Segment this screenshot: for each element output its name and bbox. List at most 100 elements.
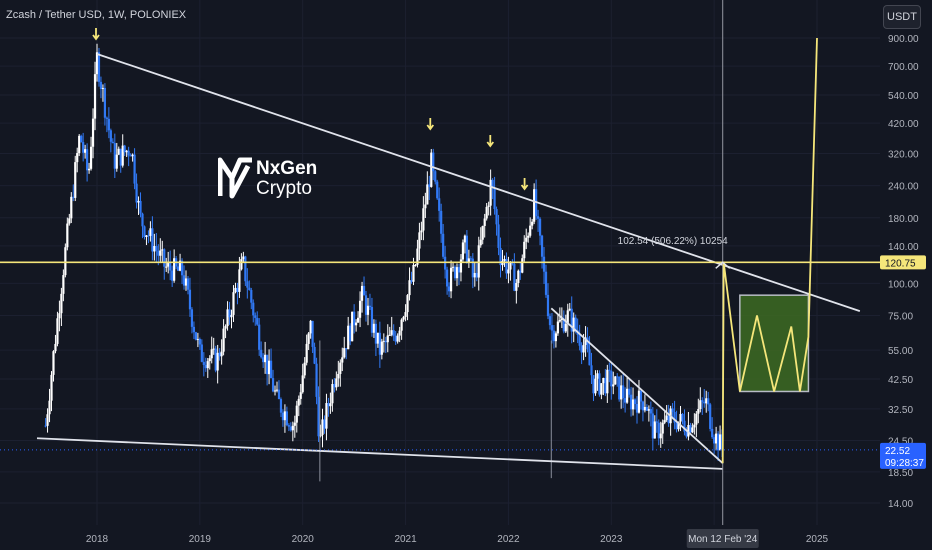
candle-body (252, 302, 255, 316)
candle-body (99, 81, 103, 89)
candle-body (242, 256, 245, 260)
candle-body (414, 264, 417, 266)
candle-body (612, 384, 615, 387)
candle-body (228, 309, 231, 318)
candle-body (566, 310, 569, 324)
candle-body (659, 433, 662, 439)
down-arrow-icon (486, 135, 495, 148)
candle-body (220, 351, 223, 357)
currency-button[interactable]: USDT (883, 5, 921, 29)
candle-body (182, 275, 186, 286)
candle-body (143, 226, 146, 237)
candle-body (105, 117, 108, 119)
candle-body (430, 152, 433, 187)
candle-body (616, 376, 619, 378)
candle-body (145, 235, 148, 237)
candle-body (548, 316, 552, 326)
candle-body (491, 179, 494, 188)
candle-body (196, 338, 199, 340)
candle-body (127, 150, 130, 156)
candle-body (586, 337, 589, 350)
candle-body (226, 309, 229, 327)
candle-body (434, 171, 437, 182)
candle-body (398, 330, 401, 336)
candle-body (558, 320, 561, 322)
candle-body (240, 259, 243, 270)
down-arrow-icon (92, 28, 100, 41)
candle-body (66, 223, 69, 248)
candle-body (699, 400, 702, 410)
candle-body (68, 218, 71, 224)
candle-body (473, 272, 476, 278)
candle-body (647, 409, 650, 411)
candle-body (505, 258, 508, 274)
y-tick-label: 420.00 (888, 119, 919, 130)
candle-body (598, 373, 601, 395)
x-tick-label: 2025 (806, 534, 829, 545)
candle-body (677, 421, 680, 430)
candle-body (554, 333, 558, 342)
price-axis: 900.00 700.00 540.00 420.00 320.00 240.00 180.… (880, 34, 926, 510)
candle-body (204, 364, 207, 369)
candle-body (91, 118, 95, 147)
candle-body (347, 325, 350, 350)
y-tick-label: 42.50 (888, 375, 913, 386)
candle-body (620, 385, 623, 400)
candle-body (206, 361, 209, 369)
candle-body (552, 330, 556, 342)
candle-body (600, 383, 603, 395)
candle-body (200, 344, 203, 362)
candle-body (507, 269, 510, 274)
candle-body (588, 349, 591, 366)
candle-body (519, 270, 522, 273)
candle-body (212, 348, 215, 350)
candle-body (287, 425, 290, 427)
candle-body (394, 335, 397, 342)
candle-body (663, 420, 666, 423)
candle-body (618, 376, 621, 400)
candle-body (606, 369, 609, 394)
candle-body (293, 422, 296, 426)
candle-body (649, 409, 652, 414)
candle-body (562, 318, 565, 332)
candle-body (184, 278, 188, 286)
candle-body (313, 346, 316, 364)
candle-body (171, 270, 174, 281)
candle-body (711, 428, 714, 438)
y-tick-label: 55.00 (888, 346, 913, 357)
candle-body (483, 218, 486, 226)
last-price-label: 22.52 (885, 446, 910, 457)
measure-label: 102.54 (506.22%) 10254 (618, 236, 729, 247)
candle-body (224, 326, 227, 329)
candle-body (356, 317, 360, 323)
candle-body (457, 267, 461, 273)
candle-body (267, 360, 271, 375)
candle-body (521, 258, 524, 273)
candle-body (596, 373, 599, 379)
candle-body (410, 280, 413, 282)
candle-body (685, 431, 688, 437)
crosshair-date-bg (686, 529, 759, 548)
candle-body (186, 278, 190, 290)
candle-body (76, 153, 79, 163)
candle-body (70, 196, 73, 219)
candle-body (137, 200, 140, 203)
candle-body (119, 148, 122, 166)
last-price-bg (880, 442, 926, 469)
y-tick-label: 75.00 (888, 312, 913, 323)
candle-body (388, 334, 391, 336)
candle-body (50, 374, 53, 401)
candle-body (60, 293, 63, 314)
candle-body (568, 308, 571, 311)
candle-body (169, 262, 172, 271)
candle-body (531, 221, 534, 226)
candle-body (560, 318, 563, 321)
candle-body (80, 135, 83, 143)
candle-body (622, 385, 625, 399)
candle-body (273, 390, 277, 392)
candle-body (709, 404, 712, 429)
candle-body (260, 349, 263, 358)
candle-body (683, 420, 686, 432)
candle-body (194, 332, 198, 340)
